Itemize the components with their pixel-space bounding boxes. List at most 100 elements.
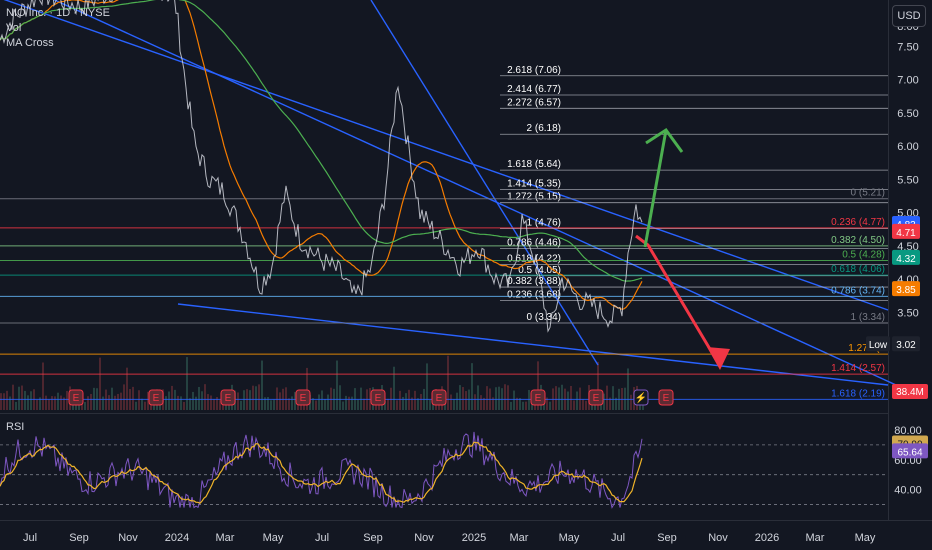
volume-bar — [459, 385, 461, 410]
volume-badge-text: 38.4M — [896, 387, 924, 398]
volume-bar — [348, 396, 350, 410]
volume-bar — [249, 390, 251, 410]
volume-bar — [216, 397, 218, 410]
fib-right-label: 1.618 (2.19) — [831, 388, 885, 399]
fib-right-label: 0.5 (4.28) — [842, 249, 885, 260]
volume-bar — [615, 397, 617, 410]
low-badge-box — [866, 336, 890, 352]
volume-bar — [342, 401, 344, 410]
volume-bar — [60, 395, 62, 410]
fib-right-label: 1 (3.34) — [851, 312, 885, 323]
volume-bar — [66, 390, 68, 410]
volume-bar — [537, 361, 539, 410]
volume-bar — [165, 396, 167, 410]
volume-bar — [267, 396, 269, 410]
volume-bar — [414, 390, 416, 410]
time-axis-tick: Nov — [708, 532, 728, 544]
volume-bar — [387, 398, 389, 410]
pane-separator — [0, 413, 888, 414]
dividend-event-marker[interactable]: ⚡ — [633, 389, 649, 406]
volume-bar — [210, 395, 212, 410]
volume-bar — [321, 390, 323, 410]
trendline — [3, 0, 889, 311]
event-marker-text: E — [593, 393, 600, 404]
volume-bar — [483, 397, 485, 410]
fib-level-label: 0.618 (4.22) — [507, 253, 561, 264]
volume-bar — [465, 391, 467, 410]
earnings-event-marker[interactable]: E — [588, 389, 604, 406]
symbol-title: NIO Inc. · 1D · NYSE — [6, 7, 110, 19]
time-axis-tick: Nov — [414, 532, 434, 544]
volume-bar — [522, 401, 524, 410]
volume-bar — [63, 397, 65, 410]
volume-bar — [471, 363, 473, 410]
earnings-event-marker[interactable]: E — [658, 389, 674, 406]
volume-bar — [54, 396, 56, 410]
volume-bar — [51, 396, 53, 410]
low-badge-text: Low — [869, 340, 888, 351]
volume-bar — [255, 386, 257, 410]
volume-bar — [237, 392, 239, 410]
event-marker-box — [148, 389, 164, 406]
volume-bar — [360, 387, 362, 410]
earnings-event-marker[interactable]: E — [220, 389, 236, 406]
fib-level-label: 0.5 (4.05) — [518, 265, 561, 276]
volume-bar — [516, 397, 518, 410]
volume-bar — [393, 366, 395, 410]
volume-bar — [462, 387, 464, 410]
fib-level-label: 2 (6.18) — [527, 123, 561, 134]
volume-bar — [243, 390, 245, 410]
grid — [0, 0, 932, 521]
earnings-event-marker[interactable]: E — [68, 389, 84, 406]
volume-bar — [12, 384, 14, 410]
volume-bar — [198, 386, 200, 410]
earnings-event-marker[interactable]: E — [370, 389, 386, 406]
earnings-event-marker[interactable]: E — [431, 389, 447, 406]
volume-bar — [42, 362, 44, 410]
volume-bar — [345, 395, 347, 410]
volume-bar — [504, 384, 506, 410]
event-marker-box — [658, 389, 674, 406]
volume-bar — [411, 397, 413, 410]
volume-bar — [507, 385, 509, 410]
currency-button[interactable]: USD — [892, 5, 926, 27]
projection-arrows — [635, 127, 730, 370]
volume-bar — [261, 360, 263, 410]
volume-bar — [330, 387, 332, 410]
volume-bar — [48, 399, 50, 410]
volume-bar — [252, 385, 254, 410]
volume-bar — [498, 386, 500, 410]
volume-bar — [15, 401, 17, 410]
volume-bar — [168, 391, 170, 410]
volume-bar — [396, 400, 398, 410]
volume-bar — [123, 384, 125, 410]
earnings-event-marker[interactable]: E — [295, 389, 311, 406]
vol-indicator-label[interactable]: Vol — [6, 22, 22, 34]
event-marker-box — [588, 389, 604, 406]
fib-right-label: 1.414 (2.57) — [831, 363, 885, 374]
volume-bar — [189, 398, 191, 410]
ma-cross-indicator-label[interactable]: MA Cross — [6, 37, 54, 49]
volume-bar — [603, 393, 605, 410]
volume-bar — [630, 394, 632, 410]
volume-bar — [114, 395, 116, 410]
rsi-axis-tick: 40.00 — [894, 485, 922, 497]
fib-level-label: 0.382 (3.88) — [507, 276, 561, 287]
volume-bar — [357, 399, 359, 410]
rsi-badge-box — [892, 443, 928, 459]
volume-bar — [477, 385, 479, 410]
rsi-indicator-label[interactable]: RSI — [6, 421, 25, 433]
volume-bar — [609, 397, 611, 410]
earnings-event-marker[interactable]: E — [530, 389, 546, 406]
price-axis-tick: 6.50 — [897, 108, 918, 120]
price-axis-tick: 3.50 — [897, 307, 918, 319]
earnings-event-marker[interactable]: E — [148, 389, 164, 406]
volume-bar — [177, 395, 179, 410]
time-axis-tick: May — [559, 532, 580, 544]
volume-bar — [492, 397, 494, 410]
volume-bar — [183, 401, 185, 410]
event-marker-text: E — [436, 393, 443, 404]
volume-bar — [0, 393, 2, 410]
volume-bar — [432, 400, 434, 410]
